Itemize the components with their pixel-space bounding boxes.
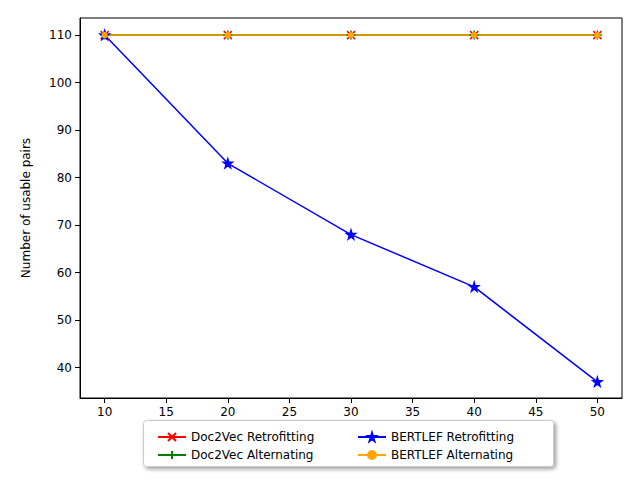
svg-text:50: 50 [590,405,605,419]
svg-text:60: 60 [57,266,72,280]
svg-text:40: 40 [467,405,482,419]
svg-text:110: 110 [49,28,72,42]
svg-text:100: 100 [49,76,72,90]
svg-text:15: 15 [159,405,174,419]
svg-text:35: 35 [405,405,420,419]
svg-text:90: 90 [57,123,72,137]
svg-text:30: 30 [343,405,358,419]
svg-text:25: 25 [282,405,297,419]
svg-text:70: 70 [57,218,72,232]
svg-text:40: 40 [57,361,72,375]
svg-text:BERTLEF Retrofitting: BERTLEF Retrofitting [391,430,514,444]
svg-text:BERTLEF Alternating: BERTLEF Alternating [391,448,513,462]
svg-text:Doc2Vec Retrofitting: Doc2Vec Retrofitting [191,430,314,444]
svg-text:20: 20 [220,405,235,419]
svg-text:10: 10 [97,405,112,419]
svg-text:80: 80 [57,171,72,185]
svg-text:Doc2Vec Alternating: Doc2Vec Alternating [191,448,313,462]
svg-text:Number of usable pairs: Number of usable pairs [19,138,33,278]
svg-text:50: 50 [57,313,72,327]
svg-text:45: 45 [528,405,543,419]
